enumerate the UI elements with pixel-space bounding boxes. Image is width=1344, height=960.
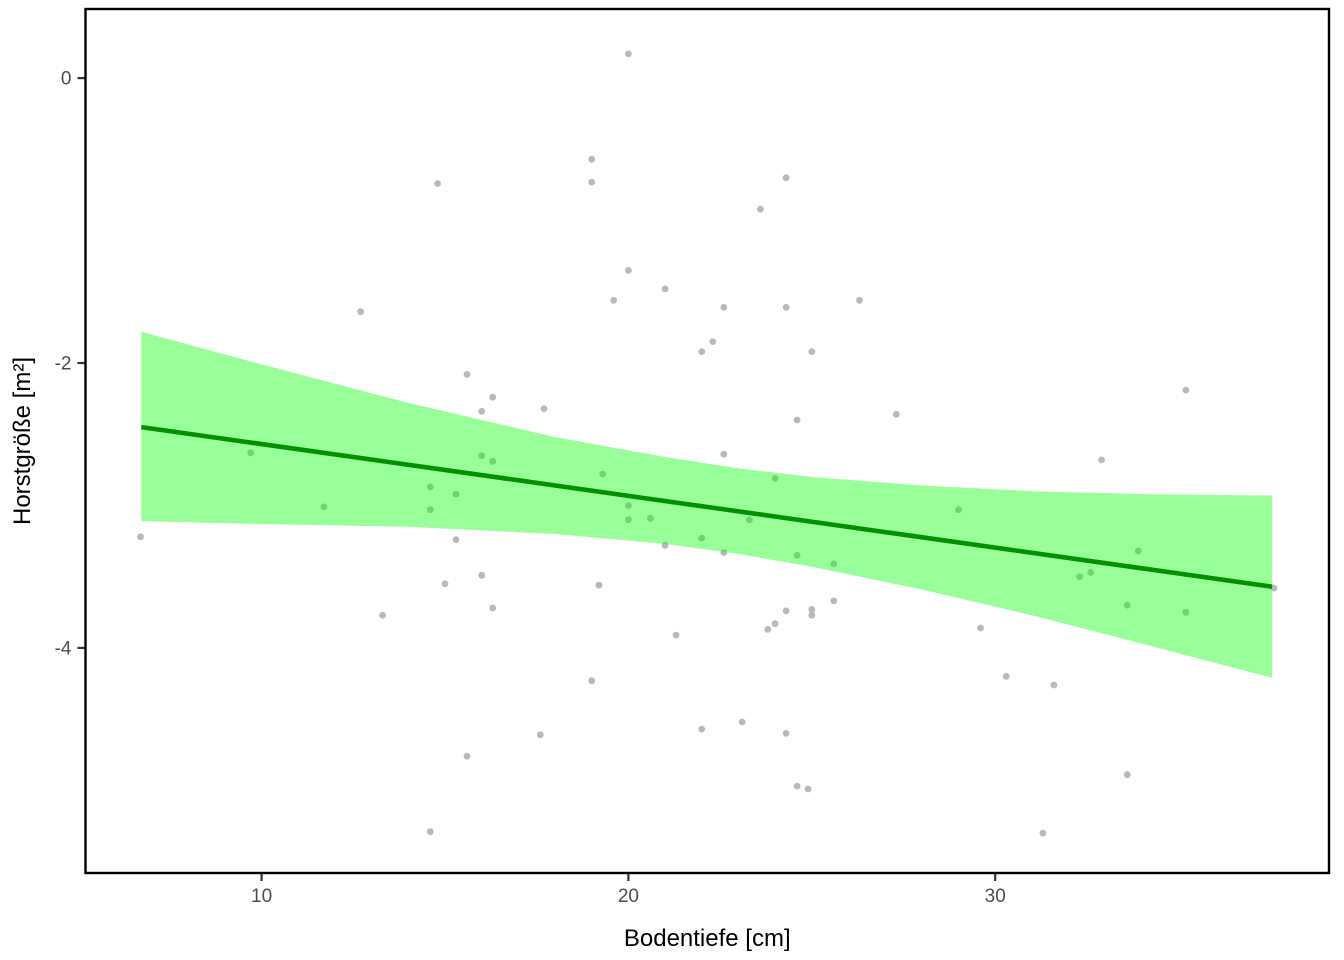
scatter-point [599,470,607,478]
scatter-point [1182,608,1190,616]
scatter-point [647,514,654,522]
scatter-point [720,304,728,311]
scatter-point [720,450,728,458]
scatter-point [804,785,812,793]
scatter-point [830,597,838,605]
scatter-point [595,581,603,589]
scatter-point [764,626,772,633]
scatter-point [489,604,497,612]
y-tick-label: -4 [55,638,72,659]
scatter-point [1134,547,1142,555]
scatter-point [478,408,486,415]
scatter-point [771,620,779,628]
x-tick-label: 20 [618,886,639,907]
scatter-point [1182,386,1190,394]
y-tick-label: -2 [55,354,72,375]
scatter-point [610,296,618,304]
scatter-point [793,782,801,790]
scatter-point [782,304,790,311]
scatter-point [661,541,669,549]
scatter-point [672,631,680,639]
scatter-point [478,571,486,579]
scatter-point [625,502,632,509]
scatter-point [720,549,728,556]
scatter-point [808,606,816,613]
scatter-point [588,178,596,186]
scatter-point [426,483,434,491]
scatter-point [1039,829,1047,837]
axes-layer: 10 20 30 0 -2 -4 [55,69,1006,907]
scatter-point [247,449,255,457]
scatter-point [782,607,790,615]
scatter-point [782,174,790,182]
scatter-point [793,551,801,559]
scatter-point [1087,569,1094,576]
scatter-point [536,731,544,739]
scatter-point [771,475,779,482]
scatter-point [441,580,449,588]
scatter-point [434,180,441,187]
scatter-point [808,348,816,355]
scatter-point [709,338,717,345]
scatter-point [955,506,962,514]
regression-line [140,424,1273,589]
scatter-point [357,308,364,316]
scatter-point [137,533,144,541]
scatter-point [746,516,753,524]
x-tick-label: 10 [251,886,272,907]
scatter-point [856,296,863,304]
scatter-point [808,611,816,619]
scatter-point [698,725,706,733]
scatter-point [625,267,632,274]
scatter-point [625,50,632,58]
scatter-point [426,506,434,514]
scatter-point [793,416,801,424]
x-axis-title: Bodentiefe [cm] [624,925,791,952]
scatter-point [540,405,548,412]
y-tick-label: 0 [61,69,72,90]
scatter-point [782,730,790,737]
scatter-point [1270,584,1278,592]
scatter-point [1123,771,1131,779]
scatter-point [478,452,486,459]
scatter-point [452,490,460,498]
scatter-point [698,348,706,355]
scatter-point [1123,601,1131,609]
scatter-point [1050,681,1058,689]
scatter-point [830,560,838,568]
scatter-point [625,516,632,524]
regression-line-layer [140,424,1273,589]
scatter-point [588,155,596,163]
scatter-point [379,611,386,619]
panel-border [84,7,1331,875]
scatter-point [452,536,460,544]
y-axis-title: Horstgröße [m²] [9,357,36,525]
scatter-point [757,205,764,213]
scatter-point [426,828,434,836]
scatter-point [661,285,669,293]
scatter-point [489,457,497,465]
scatter-point [320,503,328,511]
scatter-point [463,752,471,760]
scatter-point [489,393,497,401]
scatter-point [1076,573,1083,581]
scatter-point [1002,673,1010,680]
x-tick-label: 30 [985,886,1006,907]
scatter-point [698,534,706,542]
scatter-point [463,371,471,378]
scatter-point [1098,456,1105,464]
scatter-point [588,677,596,685]
scatter-point [977,624,984,632]
scatter-point [738,718,746,726]
scatter-point [892,410,900,418]
points-layer [137,50,1278,837]
